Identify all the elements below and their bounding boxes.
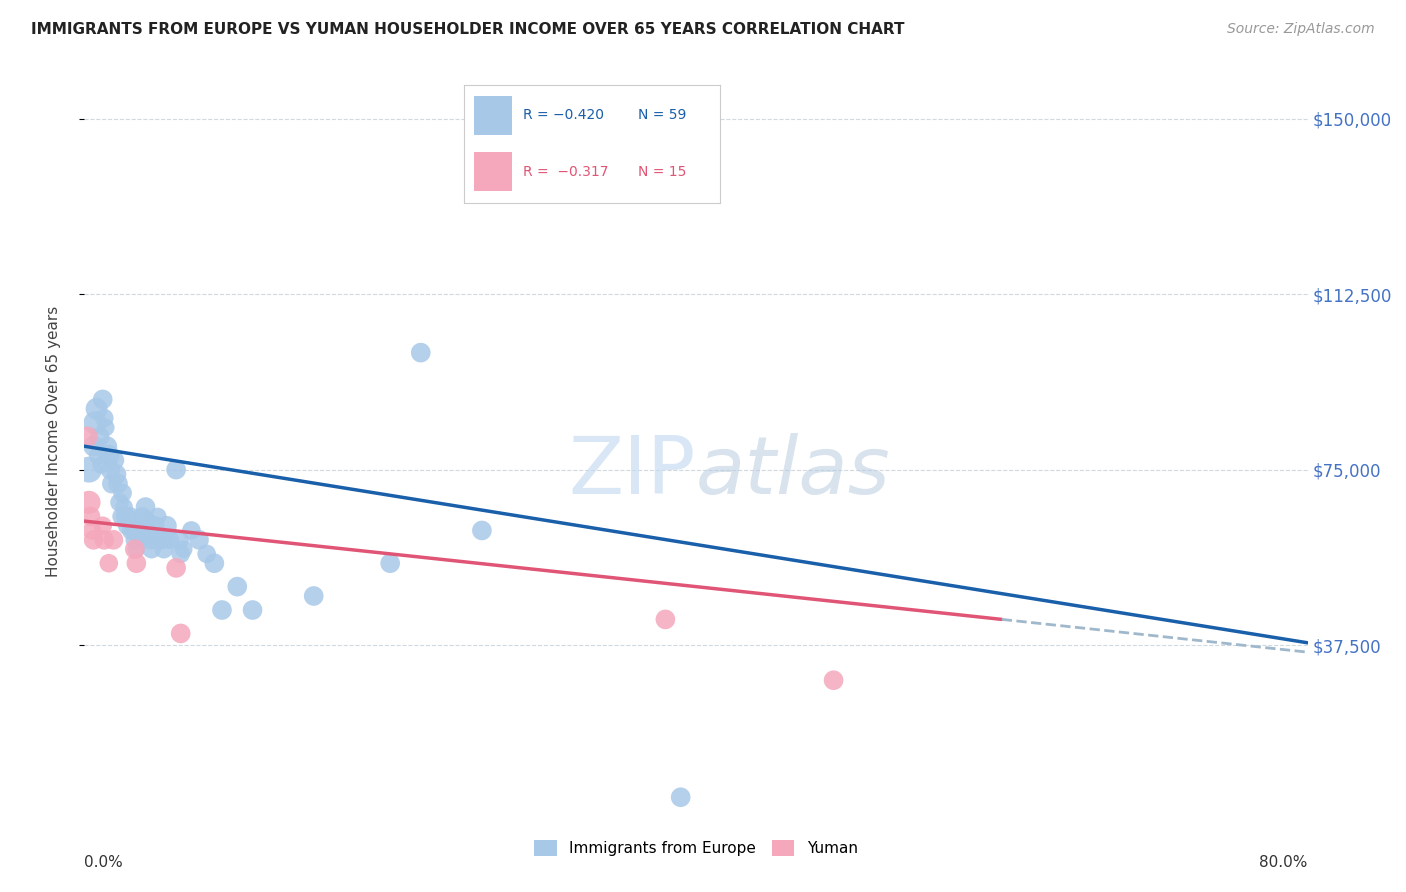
Point [153, 542, 176, 557]
Text: atlas: atlas [696, 433, 891, 511]
Point [89, 430, 111, 444]
Point [90, 458, 112, 472]
Point [79, 509, 101, 524]
Point [128, 533, 150, 547]
Point [146, 509, 169, 524]
Point [107, 476, 129, 491]
Point [84, 416, 107, 430]
Point [654, 612, 676, 626]
Point [83, 439, 105, 453]
Point [380, 556, 402, 570]
Point [165, 462, 187, 476]
Point [136, 514, 159, 528]
Point [211, 603, 233, 617]
Point [87, 449, 110, 463]
Point [97, 449, 120, 463]
Point [110, 509, 132, 524]
Y-axis label: Householder Income Over 65 years: Householder Income Over 65 years [46, 306, 60, 577]
Point [83, 533, 105, 547]
Text: Source: ZipAtlas.com: Source: ZipAtlas.com [1227, 22, 1375, 37]
Point [173, 542, 195, 557]
Point [167, 533, 190, 547]
Point [104, 453, 127, 467]
Point [135, 500, 157, 514]
Point [170, 547, 193, 561]
Point [125, 542, 148, 557]
Point [242, 603, 264, 617]
Point [108, 495, 131, 509]
Point [96, 439, 118, 453]
Point [159, 533, 181, 547]
Point [138, 524, 160, 538]
Point [114, 509, 136, 524]
Point [471, 524, 494, 538]
Point [93, 411, 115, 425]
Text: 0.0%: 0.0% [84, 855, 124, 870]
Legend: Immigrants from Europe, Yuman: Immigrants from Europe, Yuman [529, 834, 863, 863]
Point [124, 533, 146, 547]
Point [145, 533, 167, 547]
Point [76, 430, 98, 444]
Point [202, 556, 225, 570]
Point [156, 518, 179, 533]
Point [131, 509, 153, 524]
Point [188, 533, 211, 547]
Text: ZIP: ZIP [568, 433, 696, 511]
Point [149, 533, 172, 547]
Point [124, 542, 146, 557]
Point [669, 790, 692, 805]
Point [165, 561, 187, 575]
Point [195, 547, 218, 561]
Point [98, 462, 121, 476]
Point [180, 524, 202, 538]
Point [80, 524, 103, 538]
Point [86, 401, 108, 416]
Point [302, 589, 325, 603]
Point [111, 486, 134, 500]
Point [115, 518, 138, 533]
Text: IMMIGRANTS FROM EUROPE VS YUMAN HOUSEHOLDER INCOME OVER 65 YEARS CORRELATION CHA: IMMIGRANTS FROM EUROPE VS YUMAN HOUSEHOL… [31, 22, 904, 37]
Point [125, 556, 148, 570]
Point [97, 556, 120, 570]
Text: 80.0%: 80.0% [1260, 855, 1308, 870]
Point [77, 462, 100, 476]
Point [226, 580, 249, 594]
Point [121, 524, 143, 538]
Point [127, 518, 149, 533]
Point [823, 673, 845, 688]
Point [139, 533, 162, 547]
Point [77, 495, 100, 509]
Point [91, 392, 114, 407]
Point [93, 533, 115, 547]
Point [170, 626, 193, 640]
Point [120, 509, 142, 524]
Point [103, 533, 125, 547]
Point [101, 476, 124, 491]
Point [122, 524, 145, 538]
Point [91, 518, 114, 533]
Point [105, 467, 128, 482]
Point [141, 542, 163, 557]
Point [94, 420, 117, 434]
Point [143, 518, 166, 533]
Point [409, 345, 432, 359]
Point [112, 500, 135, 514]
